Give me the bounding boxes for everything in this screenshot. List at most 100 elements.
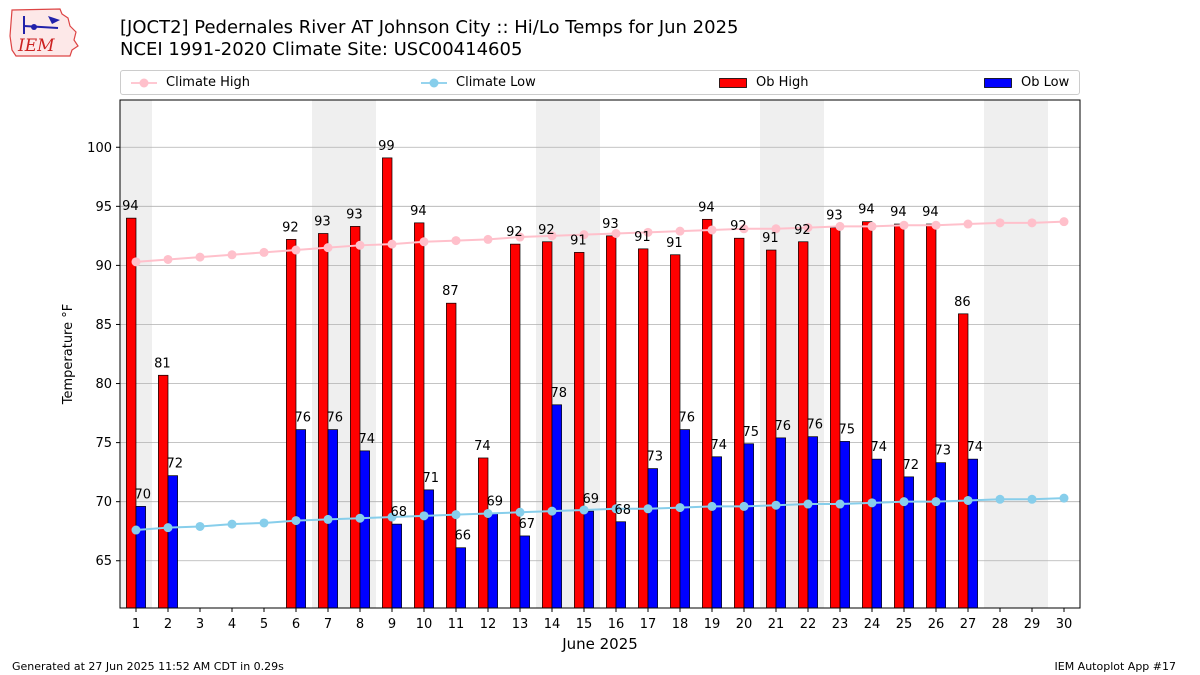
- x-tick-label: 19: [704, 617, 721, 632]
- y-tick-label: 95: [95, 200, 112, 215]
- ob-high-value-label: 91: [666, 236, 683, 251]
- ob-low-bar: [391, 523, 402, 609]
- ob-low-bar: [519, 535, 530, 609]
- ob-high-value-label: 94: [410, 204, 427, 219]
- climate-low-point: [227, 519, 237, 529]
- y-tick-label: 100: [87, 141, 112, 156]
- ob-high-value-label: 94: [122, 199, 139, 214]
- x-tick-label: 2: [164, 617, 172, 632]
- chart-title-line2: NCEI 1991-2020 Climate Site: USC00414605: [120, 39, 523, 60]
- ob-low-value-label: 67: [519, 517, 536, 532]
- climate-low-point: [771, 500, 781, 510]
- x-tick-label: 7: [324, 617, 332, 632]
- ob-low-bar: [711, 456, 722, 609]
- climate-high-point: [707, 225, 717, 235]
- climate-high-point: [483, 234, 493, 244]
- climate-high-point: [867, 221, 877, 231]
- ob-high-bar: [958, 313, 969, 609]
- ob-high-value-label: 93: [346, 207, 363, 222]
- x-tick-label: 15: [576, 617, 593, 632]
- ob-low-value-label: 76: [775, 419, 792, 434]
- climate-high-point: [675, 226, 685, 236]
- footer-app: IEM Autoplot App #17: [1054, 660, 1177, 673]
- climate-high-point: [739, 224, 749, 234]
- ob-high-bar: [926, 223, 937, 609]
- x-tick-label: 28: [992, 617, 1009, 632]
- climate-low-point: [323, 514, 333, 524]
- ob-low-bar: [583, 510, 594, 609]
- x-tick-label: 30: [1056, 617, 1073, 632]
- climate-low-point: [675, 503, 685, 513]
- footer-generated: Generated at 27 Jun 2025 11:52 AM CDT in…: [12, 660, 284, 673]
- climate-high-point: [131, 257, 141, 267]
- legend-swatch-ob-high: [719, 77, 747, 88]
- ob-high-bar: [542, 241, 553, 609]
- ob-low-bar: [135, 506, 146, 609]
- ob-low-bar: [967, 458, 978, 609]
- x-tick-label: 9: [388, 617, 396, 632]
- climate-high-point: [643, 227, 653, 237]
- climate-low-point: [419, 511, 429, 521]
- ob-low-value-label: 74: [359, 432, 376, 447]
- climate-high-point: [1059, 217, 1069, 227]
- ob-high-bar: [382, 157, 393, 609]
- y-axis: 65 70 75 80 85 90 95 100: [87, 141, 120, 569]
- logo-text: IEM: [17, 36, 55, 56]
- x-tick-label: 23: [832, 617, 849, 632]
- ob-low-bar: [551, 404, 562, 609]
- ob-low-value-label: 68: [615, 503, 632, 518]
- ob-low-value-label: 75: [743, 425, 760, 440]
- ob-low-bar: [743, 443, 754, 609]
- legend-item-ob-low: Ob Low: [984, 71, 1069, 94]
- climate-low-point: [515, 507, 525, 517]
- climate-low-point: [835, 499, 845, 509]
- climate-high-point: [611, 228, 621, 238]
- ob-high-value-label: 91: [762, 231, 779, 246]
- x-tick-label: 18: [672, 617, 689, 632]
- ob-low-value-label: 70: [135, 487, 152, 502]
- ob-high-value-label: 99: [378, 139, 395, 154]
- climate-low-point: [195, 521, 205, 531]
- ob-low-bar: [903, 476, 914, 609]
- ob-high-value-label: 94: [890, 205, 907, 220]
- ob-high-bar: [862, 221, 873, 609]
- climate-high-point: [963, 219, 973, 229]
- climate-low-point: [259, 518, 269, 528]
- weekend-band: [984, 100, 1048, 608]
- ob-low-bar: [615, 521, 626, 609]
- x-tick-label: 12: [480, 617, 497, 632]
- climate-low-point: [1059, 493, 1069, 503]
- climate-low-point: [803, 499, 813, 509]
- ob-high-value-label: 93: [314, 214, 331, 229]
- x-axis-label: June 2025: [561, 635, 638, 653]
- climate-low-point: [387, 512, 397, 522]
- legend-swatch-climate-high: [131, 78, 157, 87]
- x-tick-label: 24: [864, 617, 881, 632]
- ob-high-bar: [734, 237, 745, 609]
- climate-high-point: [291, 245, 301, 255]
- ob-low-bar: [423, 489, 434, 609]
- ob-low-value-label: 68: [391, 505, 408, 520]
- ob-high-bar: [638, 248, 649, 609]
- y-tick-label: 85: [95, 318, 112, 333]
- legend-item-climate-low: Climate Low: [421, 71, 536, 94]
- legend-label-ob-low: Ob Low: [1021, 75, 1070, 90]
- ob-high-value-label: 87: [442, 284, 459, 299]
- ob-low-value-label: 69: [583, 492, 600, 507]
- ob-high-value-label: 94: [698, 200, 715, 215]
- x-tick-label: 17: [640, 617, 657, 632]
- ob-high-bar: [158, 374, 169, 609]
- bar-value-labels: 94 81 92 93 93 99 94 87 74 92 92 91 93 91 91 94 92 91 92 93…: [122, 139, 983, 544]
- ob-high-value-label: 91: [634, 230, 651, 245]
- climate-high-point: [579, 230, 589, 240]
- x-tick-label: 1: [132, 617, 140, 632]
- x-tick-label: 16: [608, 617, 625, 632]
- climate-low-point: [291, 516, 301, 526]
- bars: [126, 157, 978, 609]
- ob-low-value-label: 74: [871, 440, 888, 455]
- climate-high-point: [835, 221, 845, 231]
- x-tick-label: 10: [416, 617, 433, 632]
- climate-low-point: [579, 505, 589, 515]
- ob-high-value-label: 92: [794, 223, 811, 238]
- climate-low-point: [643, 504, 653, 514]
